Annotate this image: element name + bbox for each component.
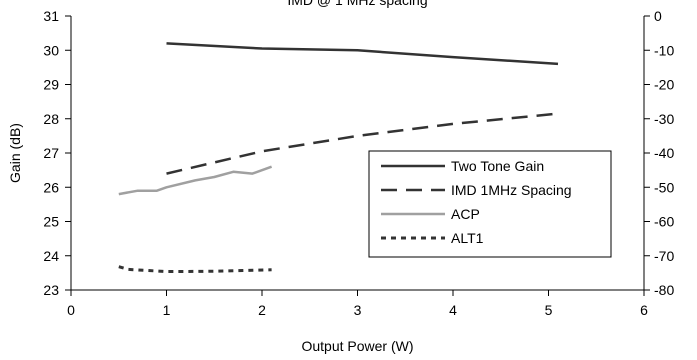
y-tick-label-left: 30 [43, 42, 59, 58]
x-tick-label: 1 [163, 302, 171, 318]
y-tick-label-right: -20 [654, 77, 674, 93]
y-tick-label-right: -60 [654, 214, 674, 230]
y-tick-label-left: 24 [43, 248, 59, 264]
series-line-1 [166, 42, 559, 66]
x-tick-label: 2 [258, 302, 266, 318]
legend-box [368, 150, 612, 258]
x-tick-label: 0 [67, 302, 75, 318]
legend-label-2: IMD 1MHz Spacing [451, 182, 572, 198]
series-line-2 [166, 112, 559, 175]
series-line-3 [118, 165, 273, 196]
y-tick-label-left: 25 [43, 214, 59, 230]
x-tick-label: 5 [545, 302, 553, 318]
y-tick-label-right: -70 [654, 248, 674, 264]
y-tick-label-left: 26 [43, 179, 59, 195]
y-tick-label-right: -80 [654, 282, 674, 298]
y-tick-label-right: -10 [654, 42, 674, 58]
legend-label-1: Two Tone Gain [451, 158, 544, 174]
y-tick-label-left: 29 [43, 77, 59, 93]
y-tick-label-right: -30 [654, 111, 674, 127]
y-tick-label-left: 23 [43, 282, 59, 298]
legend: Two Tone Gain IMD 1MHz Spacing ACP ALT1 [368, 150, 612, 258]
x-tick-label: 6 [640, 302, 648, 318]
y-tick-label-right: -40 [654, 145, 674, 161]
y-tick-label-left: 31 [43, 8, 59, 24]
x-axis-title: Output Power (W) [301, 338, 413, 354]
y-tick-label-right: 0 [654, 8, 662, 24]
chart-title: IMD @ 1 MHz spacing [287, 0, 427, 8]
series-line-4 [118, 265, 272, 273]
y-tick-label-right: -50 [654, 179, 674, 195]
legend-label-3: ACP [451, 206, 480, 222]
y-tick-label-left: 27 [43, 145, 59, 161]
legend-label-4: ALT1 [451, 230, 484, 246]
y-tick-label-left: 28 [43, 111, 59, 127]
x-tick-label: 4 [449, 302, 457, 318]
x-tick-label: 3 [354, 302, 362, 318]
y-axis-title: Gain (dB) [7, 123, 23, 183]
series-layer [118, 42, 559, 273]
